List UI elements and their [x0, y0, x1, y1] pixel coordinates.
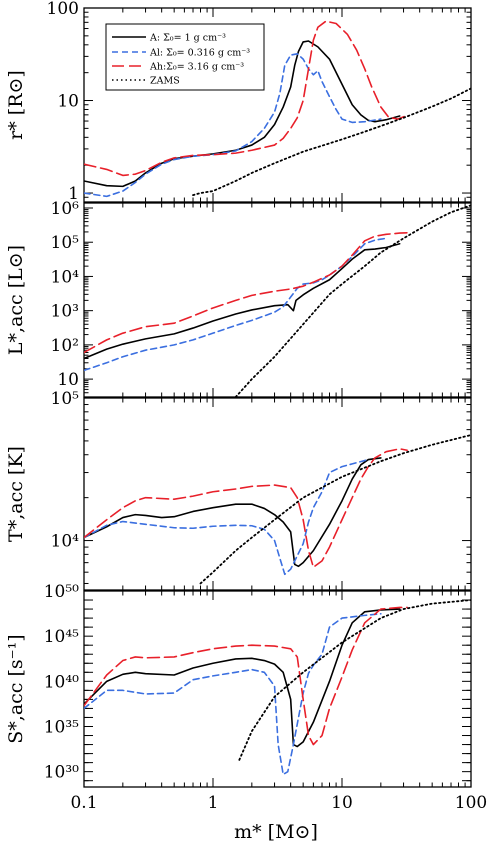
legend: A: Σ₀= 1 g cm⁻³ Al: Σ₀= 0.316 g cm⁻³ Ah:…: [105, 23, 265, 91]
y-tick-label: 10⁴⁵: [44, 627, 79, 647]
series-line-Ah-luminosity: [84, 231, 410, 354]
legend-box: [105, 23, 265, 91]
panel-ionizing: 10³⁰ 10³⁵ 10⁴⁰ 10⁴⁵ 10⁵⁰ S*,acc [s⁻¹] 0.1 1 10 10…: [5, 582, 487, 813]
legend-entry-ZAMS: ZAMS: [150, 76, 180, 87]
y-tick-label: 100: [47, 0, 79, 19]
series-line-ZAMS-luminosity: [234, 204, 471, 397]
y-tick-label: 10⁵⁰: [44, 582, 79, 602]
series-line-Ah-radius: [84, 20, 408, 177]
y-tick-label: 10: [57, 92, 79, 112]
series-line-Al-ionizing: [84, 612, 382, 776]
x-tick-label: 10: [331, 793, 353, 813]
series-line-ZAMS-ionizing: [238, 599, 471, 761]
series-line-Al-temperature: [84, 458, 370, 576]
series-line-A-temperature: [84, 457, 382, 568]
y-tick-label: 10⁴: [51, 267, 80, 287]
y-tick-label: 10⁴: [51, 532, 80, 552]
panels: 1 10 100 r* [R⊙] 10 10² 10³ 10⁴ 10⁵ 10⁶ L*,acc [L⊙…: [5, 0, 487, 813]
y-axis-label: T*,acc [K]: [5, 446, 27, 542]
legend-entry-A: A: Σ₀= 1 g cm⁻³: [149, 33, 226, 44]
y-tick-label: 10³⁰: [44, 763, 79, 783]
y-tick-label: 10³⁵: [44, 717, 79, 737]
y-tick-label: 10³: [51, 302, 79, 322]
y-tick-label: 1: [68, 184, 79, 204]
panel-temperature: 10⁴ 10⁵ T*,acc [K]: [5, 389, 472, 591]
series-group: [84, 20, 471, 198]
series-group: [84, 434, 471, 585]
series-line-A-radius: [84, 40, 401, 188]
y-tick-label: 10: [57, 370, 79, 390]
series-line-Al-radius: [84, 52, 382, 198]
series-line-ZAMS-radius: [192, 87, 471, 196]
y-tick-label: 10⁵: [51, 389, 80, 409]
x-tick-label: 100: [455, 793, 487, 813]
y-axis-label: r* [R⊙]: [5, 70, 27, 140]
series-line-A-luminosity: [84, 242, 401, 360]
series-line-Ah-ionizing: [84, 606, 408, 746]
x-tick-label: 1: [208, 793, 219, 813]
panel-luminosity: 10 10² 10³ 10⁴ 10⁵ 10⁶ L*,acc [L⊙]: [5, 199, 472, 398]
x-axis-label: m* [M⊙]: [234, 821, 318, 843]
y-tick-label: 10⁴⁰: [44, 672, 79, 692]
x-tick-label: 0.1: [70, 793, 97, 813]
series-line-ZAMS-temperature: [199, 434, 471, 585]
series-group: [84, 204, 471, 397]
series-line-A-ionizing: [84, 608, 401, 748]
series-group: [84, 599, 471, 776]
panel-frame: [83, 397, 472, 591]
y-tick-label: 10²: [51, 336, 79, 356]
legend-entry-Ah: Ah:Σ₀= 3.16 g cm⁻³: [149, 62, 244, 73]
series-line-Al-luminosity: [84, 237, 387, 372]
legend-entry-Al: Al: Σ₀= 0.316 g cm⁻³: [149, 48, 250, 59]
panel-frame: [83, 590, 472, 788]
y-tick-label: 10⁶: [51, 199, 80, 219]
panel-radius: 1 10 100 r* [R⊙]: [5, 0, 472, 204]
y-tick-label: 10⁵: [51, 233, 80, 253]
y-axis-label: L*,acc [L⊙]: [5, 245, 27, 355]
y-axis-label: S*,acc [s⁻¹]: [5, 634, 27, 743]
series-line-Ah-temperature: [84, 448, 408, 569]
